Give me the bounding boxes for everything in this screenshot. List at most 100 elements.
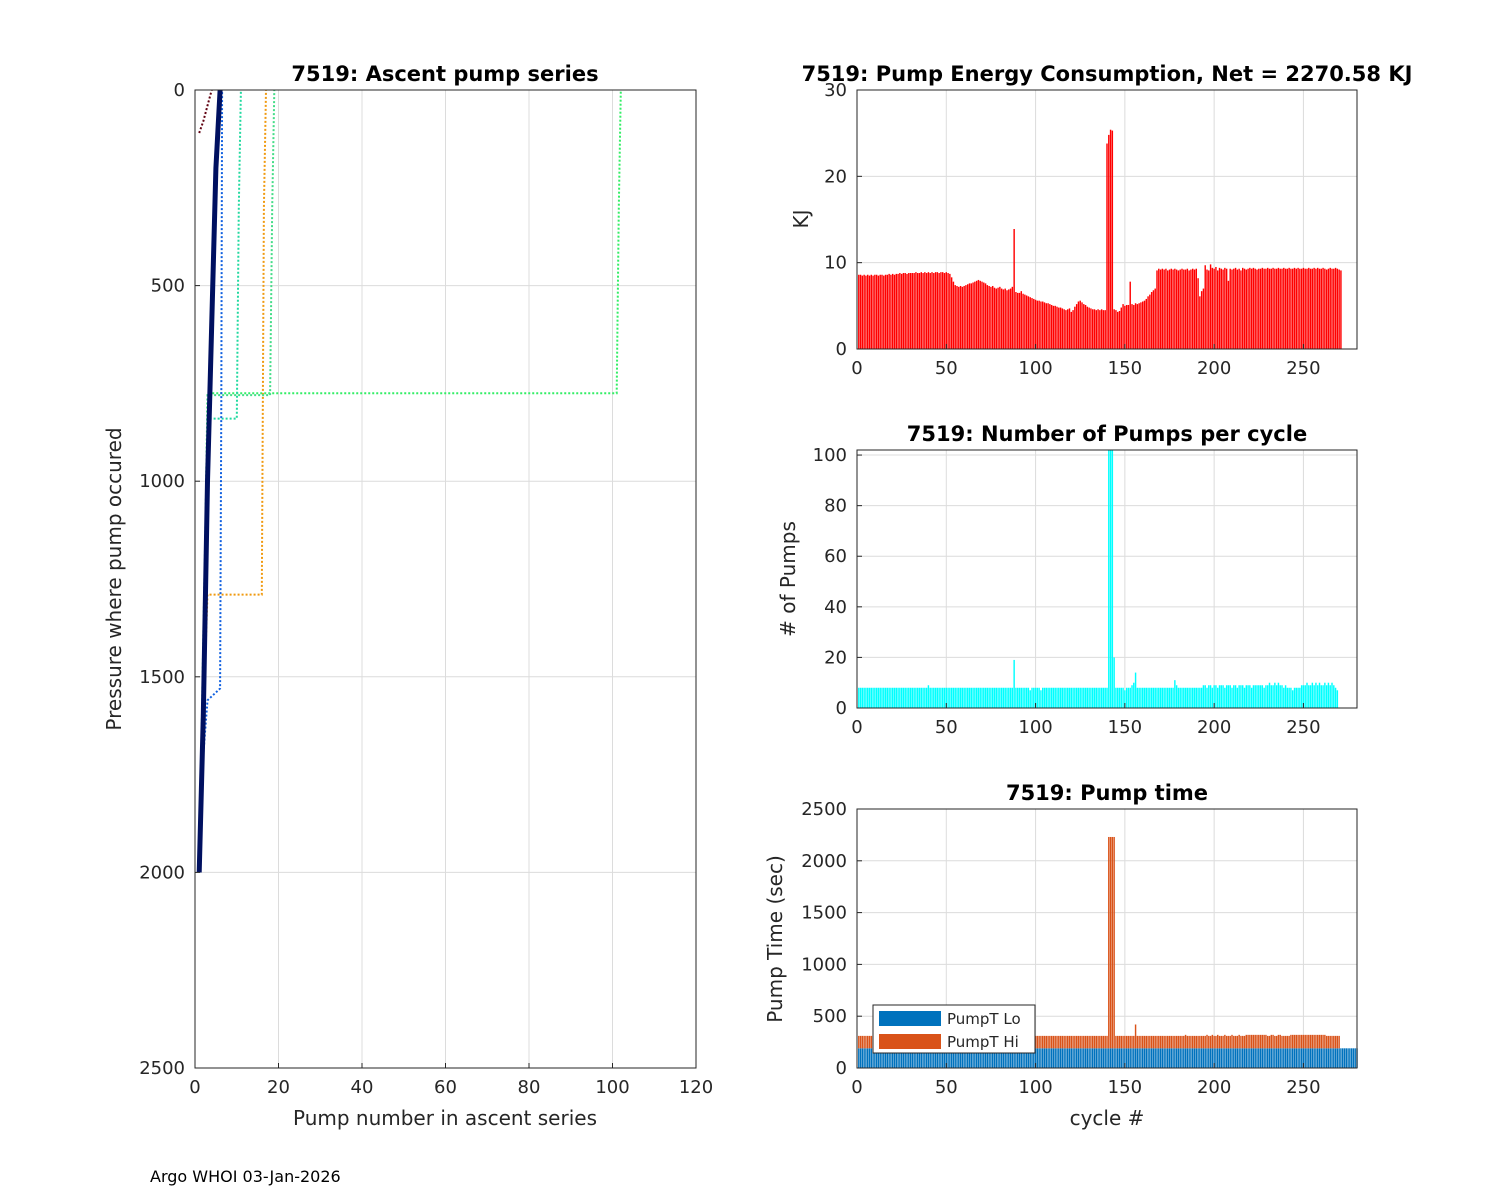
- bar-pumps: [984, 687, 987, 708]
- bar-pumpt-hi: [1115, 1035, 1117, 1049]
- bar-pumpt-hi: [1334, 1035, 1337, 1049]
- bar-pumps: [886, 687, 889, 708]
- bar-pumpt-hi: [1256, 1034, 1258, 1049]
- bar-energy: [858, 274, 860, 349]
- bar-pumpt-lo: [1033, 1048, 1035, 1068]
- bar-pumps: [1090, 687, 1092, 708]
- bar-pumpt-hi: [1270, 1034, 1272, 1049]
- bar-pumpt-lo: [1327, 1048, 1330, 1068]
- bar-pumps: [892, 687, 894, 708]
- bar-pumps: [1015, 687, 1017, 708]
- bar-pumps: [1254, 685, 1256, 708]
- bar-pumpt-lo: [1061, 1048, 1064, 1068]
- bar-energy: [1149, 294, 1151, 349]
- bar-pumps: [906, 687, 908, 708]
- bar-pumpt-lo: [1322, 1048, 1324, 1068]
- bar-energy: [1068, 308, 1071, 349]
- bar-pumpt-lo: [1168, 1048, 1171, 1068]
- bar-pumpt-hi: [1077, 1035, 1080, 1049]
- y-tick-label: 1500: [801, 903, 847, 924]
- bar-energy: [1100, 309, 1103, 349]
- bar-pumpt-lo: [1215, 1048, 1217, 1068]
- bar-pumpt-hi: [1125, 1035, 1128, 1049]
- bar-energy: [936, 272, 939, 349]
- bar-pumps: [981, 687, 983, 708]
- bar-pumps: [924, 687, 926, 708]
- bar-energy: [1111, 130, 1114, 349]
- bar-energy: [1252, 267, 1255, 349]
- bar-pumpt-hi: [1272, 1034, 1274, 1049]
- bar-energy: [890, 274, 892, 349]
- x-tick-label: 50: [935, 1077, 958, 1098]
- bar-energy: [867, 274, 869, 349]
- bar-pumpt-hi: [1192, 1035, 1194, 1049]
- bar-pumpt-hi: [1075, 1035, 1078, 1049]
- bar-energy: [1243, 268, 1246, 349]
- bar-energy: [1093, 309, 1096, 349]
- bar-pumps: [1265, 685, 1267, 708]
- bar-pumps: [1177, 687, 1180, 708]
- bar-pumps: [1224, 687, 1226, 708]
- bar-energy: [1229, 268, 1231, 349]
- bar-pumpt-lo: [1338, 1048, 1340, 1068]
- bar-pumpt-hi: [1172, 1035, 1174, 1049]
- pumptime-legend[interactable]: PumpT Lo PumpT Hi: [872, 1004, 1036, 1054]
- bar-pumpt-lo: [936, 1048, 939, 1068]
- y-tick-label: 2000: [139, 862, 185, 883]
- bar-energy: [1199, 296, 1201, 349]
- bar-pumpt-lo: [1079, 1048, 1081, 1068]
- bar-energy: [1083, 304, 1085, 349]
- bar-energy: [1227, 280, 1230, 349]
- bar-pumpt-lo: [1115, 1048, 1117, 1068]
- bar-pumpt-hi: [1129, 1035, 1131, 1049]
- bar-pumps: [1249, 685, 1251, 708]
- bar-energy: [1186, 268, 1189, 349]
- bar-pumpt-hi: [1300, 1034, 1303, 1049]
- x-tick-label: 80: [518, 1077, 541, 1098]
- bar-pumpt-hi: [1058, 1035, 1060, 1049]
- bar-pumpt-hi: [1218, 1035, 1221, 1049]
- bar-pumps: [1167, 687, 1169, 708]
- bar-energy: [1015, 292, 1017, 349]
- bar-pumpt-lo: [1150, 1048, 1153, 1068]
- bar-pumpt-lo: [1081, 1048, 1083, 1068]
- bar-pumps: [1152, 687, 1155, 708]
- bar-energy: [1279, 268, 1281, 349]
- bar-energy: [1043, 302, 1046, 349]
- bar-energy: [1152, 290, 1155, 349]
- bar-pumpt-lo: [1186, 1048, 1189, 1068]
- bar-energy: [1088, 307, 1090, 349]
- bar-energy: [1127, 304, 1130, 349]
- bar-pumpt-lo: [959, 1048, 962, 1068]
- bar-energy: [992, 285, 994, 349]
- bar-pumps: [1047, 687, 1049, 708]
- bar-energy: [1045, 303, 1047, 349]
- bar-pumpt-lo: [874, 1048, 876, 1068]
- bar-pumpt-lo: [1350, 1048, 1353, 1068]
- bar-energy: [1106, 143, 1108, 349]
- x-tick-label: 20: [267, 1077, 290, 1098]
- bar-pumps: [1072, 687, 1074, 708]
- bar-pumps: [1081, 687, 1083, 708]
- bar-energy: [929, 273, 931, 349]
- pumps-axes-box: [856, 449, 1358, 709]
- energy-y-axis-label: KJ: [789, 209, 813, 228]
- bar-pumpt-lo: [956, 1048, 958, 1068]
- bar-pumps: [1102, 687, 1105, 708]
- bar-pumpt-lo: [859, 1048, 862, 1068]
- bar-pumps: [929, 687, 931, 708]
- bar-pumpt-hi: [1338, 1035, 1340, 1049]
- bar-pumpt-hi: [1311, 1034, 1314, 1049]
- bar-pumpt-lo: [1020, 1048, 1022, 1068]
- bar-energy: [1018, 292, 1021, 349]
- bar-pumpt-hi: [1065, 1035, 1067, 1049]
- bar-pumps: [999, 687, 1001, 708]
- bar-energy: [1200, 291, 1203, 349]
- bar-energy: [1204, 265, 1206, 349]
- bar-energy: [899, 273, 901, 349]
- bar-pumps: [972, 687, 974, 708]
- bar-pumps: [1097, 687, 1099, 708]
- bar-energy: [1020, 291, 1022, 349]
- bar-pumpt-lo: [1165, 1048, 1167, 1068]
